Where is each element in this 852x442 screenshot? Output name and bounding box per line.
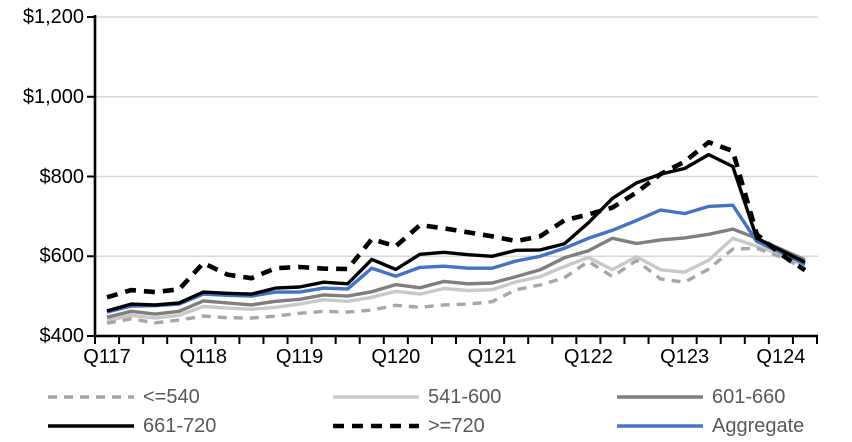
x-axis-tick-label: Q124 [756, 346, 806, 368]
aggregate-line-swatch [617, 424, 703, 428]
y-axis-tick-label: $600 [39, 245, 85, 268]
legend-item-661-720[interactable]: 661-720 [48, 415, 216, 437]
541-600-line-swatch [333, 395, 419, 399]
series-line-541-600[interactable] [106, 236, 806, 323]
legend-item-aggregate[interactable]: Aggregate [617, 415, 804, 437]
legend-item-ge720[interactable]: >=720 [333, 415, 485, 437]
series-line-661-720[interactable] [106, 152, 806, 313]
series-line-Aggregate[interactable] [106, 203, 806, 314]
x-axis-tick-label: Q122 [563, 346, 613, 368]
601-660-line-swatch [617, 395, 703, 399]
x-axis-tick-label: Q120 [371, 346, 421, 368]
y-axis-tick-label: $1,200 [22, 6, 84, 28]
series-line-601-660[interactable] [106, 227, 806, 319]
ge720-dashed-line-swatch [333, 423, 419, 429]
legend-item-le540[interactable]: <=540 [48, 386, 200, 408]
y-axis-tick-label: $800 [39, 165, 85, 188]
legend-label-le540: <=540 [143, 386, 200, 408]
le540-dashed-line-swatch [48, 395, 134, 399]
legend-item-601-660[interactable]: 601-660 [617, 386, 785, 408]
x-axis-tick-label: Q117 [83, 346, 131, 368]
x-axis-tick-label: Q118 [179, 346, 228, 368]
y-axis-tick-label: $400 [39, 325, 85, 347]
legend-item-541-600[interactable]: 541-600 [333, 386, 501, 408]
legend-label-541-600: 541-600 [428, 386, 502, 408]
plot-area [87, 15, 818, 344]
x-axis-tick-label: Q121 [467, 346, 517, 368]
x-axis-tick-label: Q119 [275, 346, 324, 368]
legend-label-aggregate: Aggregate [712, 415, 805, 437]
series-line-<=540[interactable] [106, 246, 806, 325]
661-720-line-swatch [48, 424, 134, 428]
legend-label-661-720: 661-720 [143, 415, 217, 437]
series-line->=720[interactable] [106, 139, 807, 300]
y-axis-tick-label: $1,000 [22, 85, 84, 108]
legend-label-ge720: >=720 [428, 415, 485, 437]
legend-label-601-660: 601-660 [712, 386, 786, 408]
x-axis-tick-label: Q123 [660, 346, 710, 368]
